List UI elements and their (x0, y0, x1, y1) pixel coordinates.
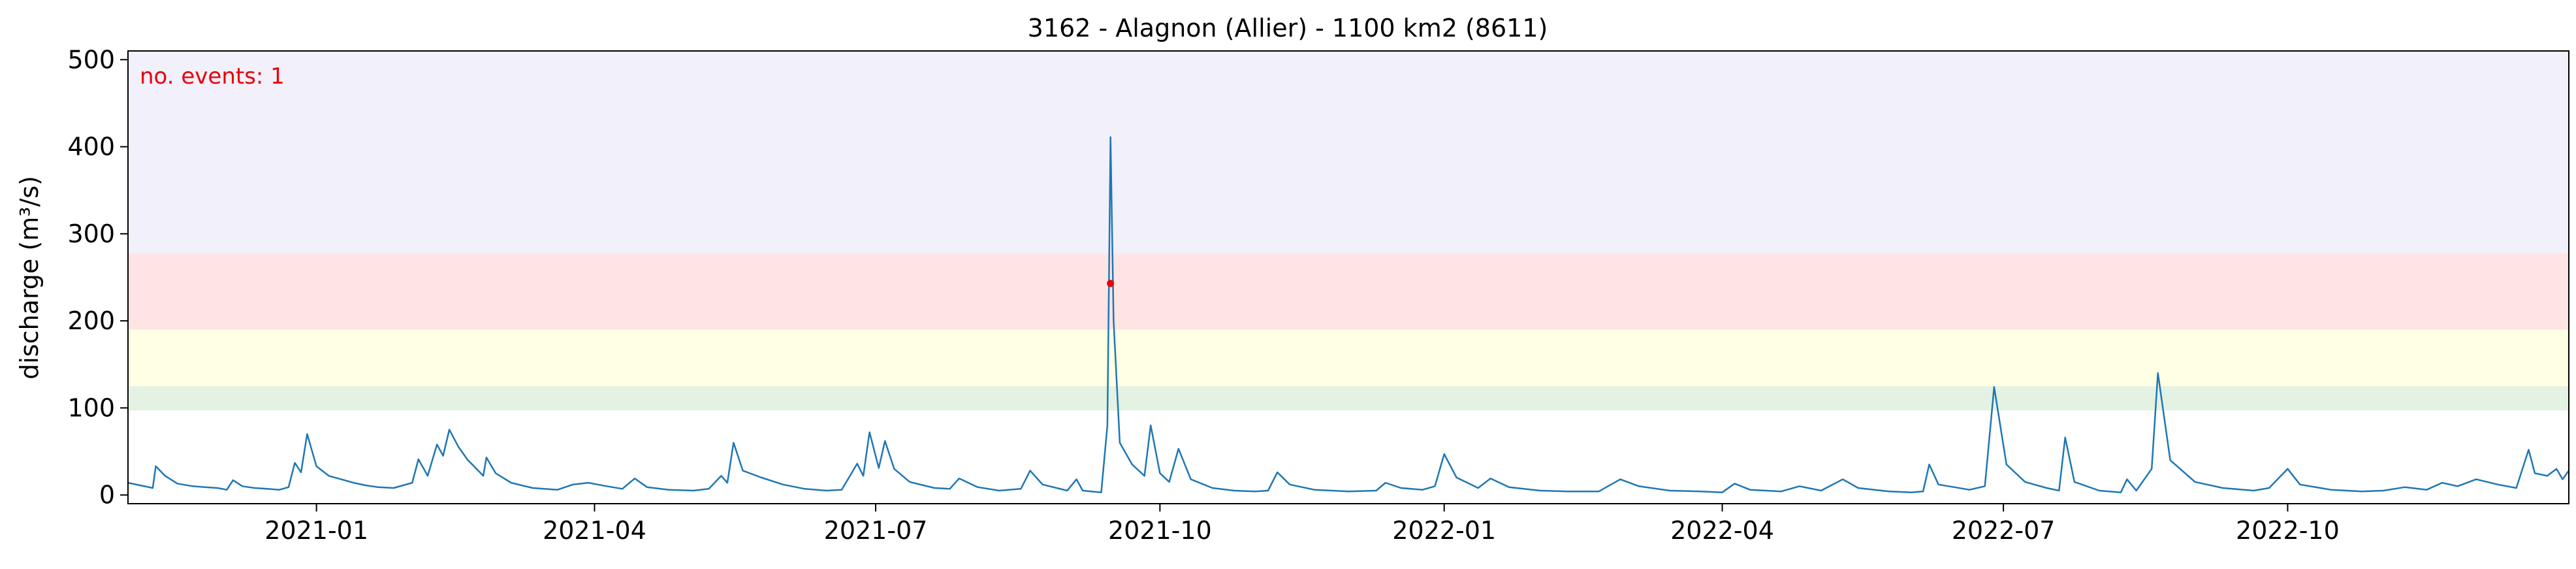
threshold-band-0 (128, 386, 2569, 411)
x-tick-label: 2021-10 (1108, 516, 1212, 545)
event-marker-0 (1107, 280, 1115, 287)
y-axis: 0 100 200 300 400 500 (67, 45, 128, 510)
threshold-band-3 (128, 51, 2569, 254)
discharge-series (127, 136, 2570, 493)
y-tick-label: 500 (67, 45, 115, 74)
x-tick-label: 2022-01 (1392, 516, 1496, 545)
x-tick-label: 2021-04 (543, 516, 646, 545)
x-tick-label: 2021-07 (824, 516, 928, 545)
threshold-bands (128, 51, 2569, 411)
event-count-annotation: no. events: 1 (140, 63, 285, 89)
x-tick-label: 2022-10 (2236, 516, 2340, 545)
y-tick-label: 100 (67, 393, 115, 422)
y-tick-label: 300 (67, 219, 115, 248)
x-axis: 2021-01 2021-04 2021-07 2021-10 2022-01 2022-… (264, 504, 2340, 545)
y-axis-label: discharge (m³/s) (15, 176, 44, 380)
chart-title: 3162 - Alagnon (Allier) - 1100 km2 (8611… (1028, 14, 1548, 42)
x-tick-label: 2022-07 (1952, 516, 2056, 545)
event-markers (1107, 280, 1115, 287)
threshold-band-2 (128, 253, 2569, 330)
threshold-band-1 (128, 329, 2569, 387)
plot-frame (127, 50, 2569, 504)
y-tick-label: 200 (67, 306, 115, 335)
x-tick-label: 2021-01 (264, 516, 368, 545)
y-tick-label: 400 (67, 133, 115, 161)
x-tick-label: 2022-04 (1670, 516, 1774, 545)
series-line-0 (127, 136, 2570, 493)
y-tick-label: 0 (99, 481, 115, 510)
